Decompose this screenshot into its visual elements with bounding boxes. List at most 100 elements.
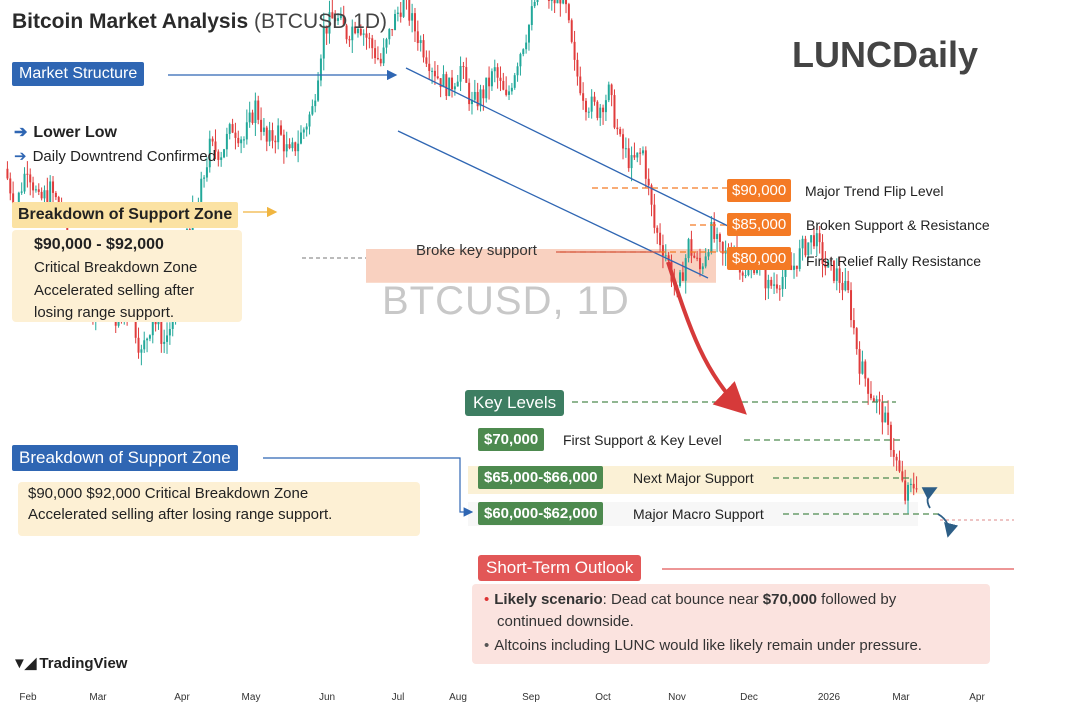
candle-body bbox=[374, 48, 377, 59]
level-label-70000: First Support & Key Level bbox=[563, 432, 722, 448]
candle-body bbox=[912, 483, 915, 489]
candle-body bbox=[294, 142, 297, 152]
candle-body bbox=[203, 177, 206, 179]
title-text: Bitcoin Market Analysis bbox=[12, 10, 249, 33]
candle-body bbox=[208, 138, 211, 168]
x-tick-label: Feb bbox=[19, 692, 37, 703]
candle-body bbox=[559, 0, 562, 4]
candle-body bbox=[898, 460, 901, 472]
candle-body bbox=[282, 134, 285, 152]
downtrend-item: ➔ Daily Downtrend Confirmed bbox=[14, 145, 216, 169]
candlestick-series bbox=[6, 0, 918, 514]
candle-body bbox=[493, 67, 496, 72]
candle-body bbox=[154, 320, 157, 325]
breakdown-zone-text: Critical Breakdown Zone bbox=[34, 259, 198, 276]
breakdown-line-1: $90,000 $92,000 Critical Breakdown Zone bbox=[28, 485, 309, 502]
candle-body bbox=[527, 24, 530, 43]
candle-body bbox=[895, 456, 898, 461]
candle-body bbox=[359, 28, 362, 35]
candle-body bbox=[547, 0, 550, 1]
candle-body bbox=[818, 233, 821, 243]
x-tick-label: Mar bbox=[892, 692, 910, 703]
candle-body bbox=[830, 260, 833, 262]
candle-body bbox=[205, 167, 208, 178]
market-structure-tag: Market Structure bbox=[12, 62, 145, 86]
level-label-80000: First Relief Rally Resistance bbox=[806, 253, 982, 269]
candle-body bbox=[339, 15, 342, 19]
candle-body bbox=[413, 13, 416, 32]
breakdown-note-text: Accelerated selling after losing range s… bbox=[34, 282, 195, 321]
candle-body bbox=[713, 221, 716, 239]
candle-body bbox=[887, 412, 890, 425]
x-axis: Feb Mar Apr May Jun Jul Aug Sep Oct Nov Dec 2026 Mar… bbox=[19, 692, 985, 703]
candle-body bbox=[844, 280, 847, 291]
breakdown-note-box bbox=[12, 230, 242, 322]
candle-body bbox=[425, 57, 428, 64]
candle-body bbox=[659, 232, 662, 246]
candle-body bbox=[775, 284, 778, 289]
candle-body bbox=[864, 361, 867, 379]
candle-body bbox=[698, 257, 701, 270]
candle-body bbox=[841, 282, 844, 291]
candle-body bbox=[653, 204, 656, 228]
outlook-box: • Likely scenario: Dead cat bounce near $… bbox=[472, 584, 990, 664]
candle-body bbox=[812, 235, 815, 247]
candle-body bbox=[411, 13, 414, 21]
candle-body bbox=[225, 133, 228, 150]
x-tick-label: Dec bbox=[740, 692, 758, 703]
candle-body bbox=[297, 143, 300, 152]
candle-body bbox=[479, 89, 482, 107]
candle-body bbox=[348, 39, 351, 41]
candle-body bbox=[453, 86, 456, 90]
candle-body bbox=[767, 279, 770, 289]
candle-body bbox=[26, 173, 29, 175]
candle-body bbox=[496, 67, 499, 78]
candle-body bbox=[260, 119, 263, 132]
x-tick-label: Aug bbox=[449, 692, 467, 703]
candle-body bbox=[328, 12, 331, 34]
candle-body bbox=[140, 349, 143, 353]
x-tick-label: Jun bbox=[319, 692, 335, 703]
candle-body bbox=[613, 95, 616, 128]
candle-body bbox=[322, 25, 325, 59]
candle-body bbox=[456, 81, 459, 87]
candle-body bbox=[832, 260, 835, 281]
candle-body bbox=[356, 28, 359, 34]
candle-body bbox=[704, 256, 707, 267]
breakdown-support-tag-2: Breakdown of Support Zone bbox=[12, 445, 238, 471]
candle-body bbox=[32, 182, 35, 191]
x-tick-label: Jul bbox=[392, 692, 405, 703]
candle-body bbox=[148, 335, 151, 339]
candle-body bbox=[319, 58, 322, 81]
level-tag-60000: $60,000-$62,000 bbox=[478, 502, 604, 525]
candle-body bbox=[596, 101, 599, 118]
candle-body bbox=[624, 148, 627, 150]
candle-body bbox=[311, 106, 314, 115]
candle-body bbox=[54, 192, 57, 198]
candle-body bbox=[137, 337, 140, 353]
candle-body bbox=[616, 127, 619, 130]
candle-body bbox=[607, 84, 610, 101]
candle-body bbox=[522, 49, 525, 55]
breakdown-range: $90,000 - $92,000 bbox=[34, 236, 164, 253]
candle-body bbox=[220, 157, 223, 160]
candle-body bbox=[468, 82, 471, 105]
candle-body bbox=[399, 12, 402, 17]
level-label-85000: Broken Support & Resistance bbox=[806, 217, 990, 233]
candle-body bbox=[502, 80, 505, 90]
candle-body bbox=[852, 320, 855, 329]
candle-body bbox=[214, 141, 217, 152]
candle-body bbox=[23, 173, 26, 192]
candle-body bbox=[237, 137, 240, 144]
channel-upper-line bbox=[405, 67, 729, 227]
candle-body bbox=[650, 185, 653, 205]
candle-body bbox=[217, 151, 220, 160]
candle-body bbox=[855, 328, 858, 350]
candle-body bbox=[43, 190, 46, 199]
candle-body bbox=[299, 132, 302, 144]
candle-body bbox=[265, 127, 268, 142]
candle-body bbox=[716, 234, 719, 239]
short-term-outlook-tag: Short-Term Outlook bbox=[478, 555, 642, 581]
candle-body bbox=[679, 272, 682, 286]
candle-body bbox=[211, 138, 214, 142]
